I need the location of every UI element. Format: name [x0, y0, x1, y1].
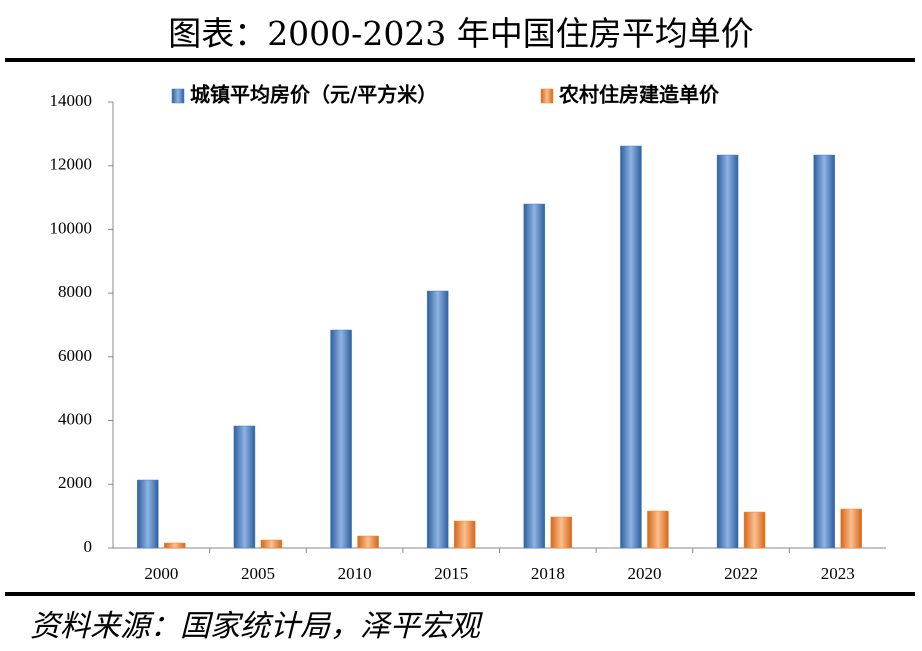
x-tick-label: 2005	[241, 564, 275, 583]
source-note: 资料来源：国家统计局，泽平宏观	[30, 609, 483, 644]
x-tick-label: 2023	[821, 564, 855, 583]
y-tick-label: 10000	[50, 218, 93, 237]
bar	[550, 516, 573, 549]
x-tick-label: 2018	[531, 564, 565, 583]
y-tick-label: 8000	[58, 282, 92, 301]
y-tick-label: 2000	[58, 473, 92, 492]
top-rule	[5, 58, 915, 62]
y-tick-label: 0	[84, 537, 93, 556]
bar	[620, 145, 642, 549]
legend-label: 农村住房建造单价	[558, 83, 720, 107]
y-tick-label: 6000	[58, 346, 92, 365]
bar	[523, 203, 546, 549]
bar	[716, 154, 739, 549]
bar	[743, 511, 766, 549]
x-tick-label: 2010	[338, 564, 372, 583]
y-tick-label: 12000	[50, 155, 93, 174]
bar	[647, 510, 669, 549]
bar	[233, 425, 256, 549]
bar	[330, 329, 352, 549]
chart-title: 图表：2000-2023 年中国住房平均单价	[168, 14, 754, 53]
legend-swatch	[171, 88, 185, 104]
legend-label: 城镇平均房价（元/平方米）	[190, 83, 437, 107]
bar	[453, 520, 476, 549]
x-tick-label: 2020	[627, 564, 661, 583]
x-tick-label: 2015	[434, 564, 468, 583]
bar	[840, 508, 862, 549]
bar	[426, 290, 449, 549]
bar	[813, 154, 835, 549]
bar	[260, 539, 283, 549]
y-tick-label: 4000	[58, 409, 92, 428]
bottom-rule	[5, 592, 915, 596]
y-tick-label: 14000	[50, 91, 93, 110]
bar	[164, 542, 186, 549]
bar	[357, 535, 379, 549]
bar	[137, 479, 159, 549]
legend-swatch	[540, 88, 554, 104]
x-tick-label: 2000	[144, 564, 178, 583]
x-tick-label: 2022	[724, 564, 758, 583]
